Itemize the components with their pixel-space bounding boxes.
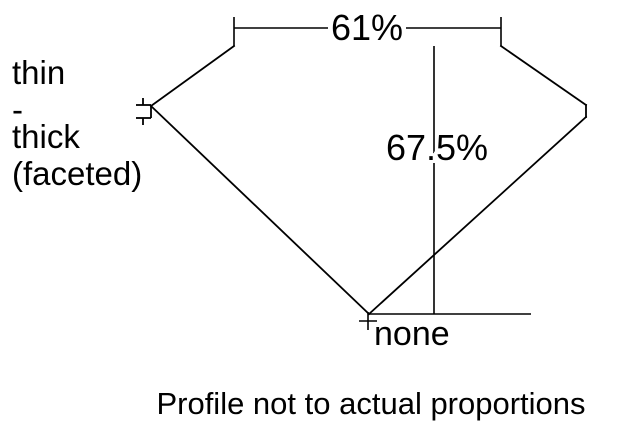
- svg-text:61%: 61%: [331, 7, 403, 48]
- svg-text:Profile not to actual proporti: Profile not to actual proportions: [156, 386, 585, 421]
- svg-text:none: none: [374, 315, 450, 353]
- svg-text:thick: thick: [12, 118, 80, 155]
- svg-text:67.5%: 67.5%: [386, 127, 488, 168]
- svg-text:(faceted): (faceted): [12, 155, 142, 192]
- svg-text:thin: thin: [12, 54, 65, 91]
